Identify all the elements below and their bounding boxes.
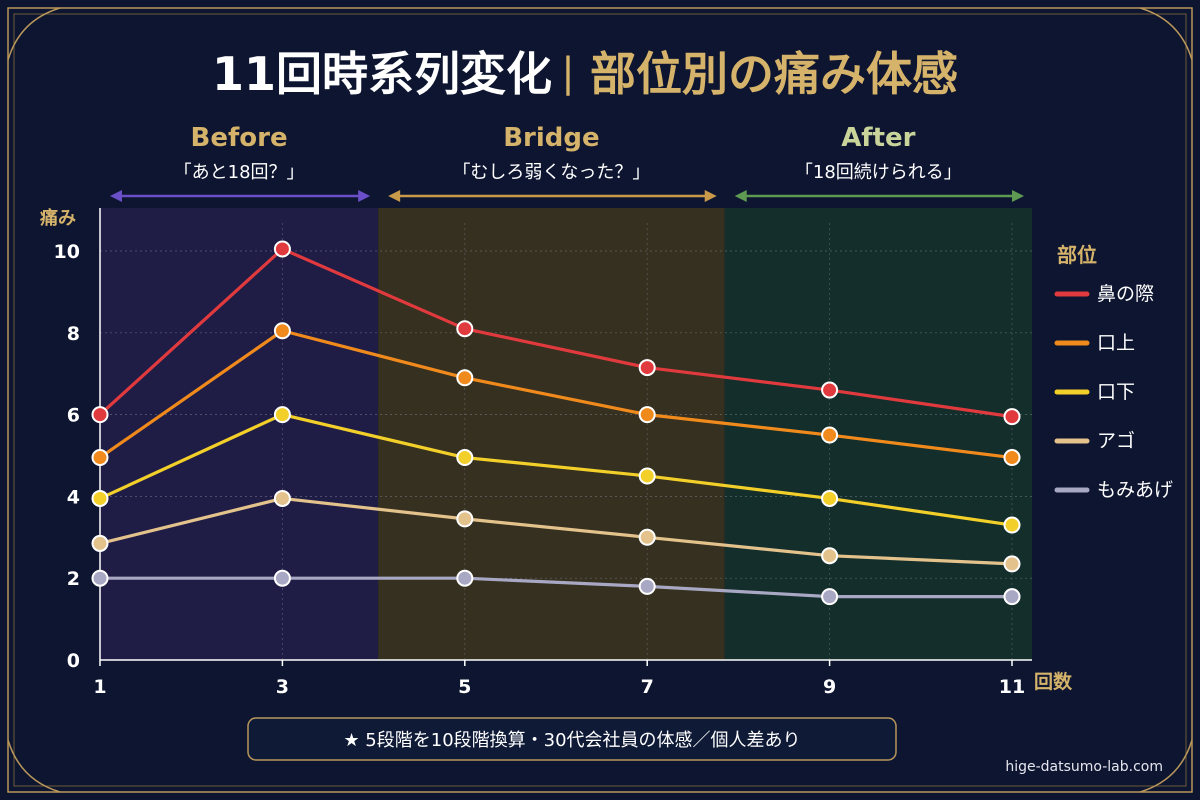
phase-quote-after: 「18回続けられる」	[795, 162, 962, 183]
series-5	[91, 569, 1021, 606]
phase-quote-bridge: 「むしろ弱くなった？」	[452, 162, 650, 183]
legend-item: 口上	[1054, 332, 1135, 354]
legend-label: 鼻の際	[1097, 283, 1154, 305]
data-point[interactable]	[638, 467, 656, 485]
phase-title-bridge: Bridge	[503, 123, 599, 153]
title-sub: 部位別の痛み体感	[590, 47, 958, 101]
data-point[interactable]	[821, 588, 839, 606]
series-lines	[91, 240, 1021, 606]
data-point[interactable]	[273, 322, 291, 340]
data-point[interactable]	[821, 426, 839, 444]
data-point[interactable]	[821, 547, 839, 565]
x-tick-label: 11	[999, 676, 1025, 698]
legend-title: 部位	[1057, 243, 1097, 267]
y-tick-label: 0	[67, 650, 80, 672]
phase-quote-before: 「あと18回？」	[174, 162, 305, 183]
data-point[interactable]	[638, 406, 656, 424]
data-point[interactable]	[1003, 588, 1021, 606]
phase-arrow-after	[734, 190, 1024, 202]
legend-item: もみあげ	[1054, 479, 1173, 501]
x-tick-label: 9	[823, 676, 836, 698]
legend-item: アゴ	[1054, 430, 1135, 452]
data-point[interactable]	[1003, 555, 1021, 573]
data-point[interactable]	[456, 449, 474, 467]
x-axis-label: 回数	[1034, 670, 1073, 693]
data-point[interactable]	[91, 534, 109, 552]
y-tick-label: 4	[67, 486, 80, 508]
data-point[interactable]	[456, 369, 474, 387]
data-point[interactable]	[821, 489, 839, 507]
series-line	[100, 576, 1012, 599]
data-point[interactable]	[273, 489, 291, 507]
data-point[interactable]	[91, 406, 109, 424]
phase-band-bridge	[378, 208, 725, 660]
data-point[interactable]	[1003, 449, 1021, 467]
x-tick-label: 1	[93, 676, 106, 698]
data-point[interactable]	[1003, 408, 1021, 426]
series-1	[91, 240, 1021, 426]
data-point[interactable]	[273, 569, 291, 587]
inner-frame	[13, 13, 1187, 787]
data-point[interactable]	[456, 320, 474, 338]
data-point[interactable]	[273, 240, 291, 258]
legend-item: 口下	[1054, 381, 1135, 403]
series-line	[98, 247, 1013, 419]
x-tick-label: 7	[641, 676, 654, 698]
series-2	[91, 322, 1021, 467]
y-axis-label: 痛み	[40, 207, 76, 229]
outer-frame	[7, 7, 1193, 793]
data-point[interactable]	[91, 489, 109, 507]
legend-label: 口上	[1097, 332, 1135, 354]
corner-ornament-bl	[7, 739, 61, 793]
axes: 0 2 4 6 8 10 1 3 5 7 9 11	[54, 208, 1032, 698]
title-main: 11回時系列変化	[212, 47, 552, 101]
data-point[interactable]	[638, 528, 656, 546]
y-tick-label: 8	[67, 323, 80, 345]
phase-title-before: Before	[191, 123, 288, 153]
data-point[interactable]	[91, 569, 109, 587]
y-tick-label: 6	[67, 405, 80, 427]
site-credit: hige-datsumo-lab.com	[1005, 759, 1163, 775]
corner-ornament-tr	[1139, 7, 1193, 61]
gridlines	[100, 223, 1032, 660]
phase-band-after	[724, 208, 1032, 660]
legend-label: 口下	[1097, 381, 1135, 403]
phase-arrow-before	[110, 190, 371, 202]
data-point[interactable]	[638, 359, 656, 377]
series-4	[91, 489, 1021, 573]
footnote-box	[247, 717, 897, 761]
phase-title-after: After	[841, 123, 915, 153]
footnote-text: ★ 5段階を10段階換算・30代会社員の体感／個人差あり	[343, 730, 800, 751]
data-point[interactable]	[456, 510, 474, 528]
series-3	[91, 406, 1021, 534]
legend-item: 鼻の際	[1054, 283, 1154, 305]
series-line	[99, 413, 1013, 527]
series-line	[99, 329, 1013, 460]
data-point[interactable]	[456, 569, 474, 587]
data-point[interactable]	[91, 449, 109, 467]
data-point[interactable]	[273, 406, 291, 424]
data-point[interactable]	[1003, 516, 1021, 534]
y-tick-label: 10	[54, 241, 80, 263]
corner-ornament-tl	[7, 7, 61, 61]
title-separator: |	[561, 50, 574, 96]
series-line	[99, 496, 1013, 566]
data-point[interactable]	[638, 577, 656, 595]
phase-arrow-bridge	[388, 190, 717, 202]
x-tick-label: 5	[458, 676, 471, 698]
corner-ornament-br	[1139, 739, 1193, 793]
y-tick-label: 2	[67, 568, 80, 590]
legend-label: アゴ	[1097, 430, 1135, 452]
legend-label: もみあげ	[1097, 479, 1173, 501]
data-point[interactable]	[821, 381, 839, 399]
x-tick-label: 3	[276, 676, 289, 698]
